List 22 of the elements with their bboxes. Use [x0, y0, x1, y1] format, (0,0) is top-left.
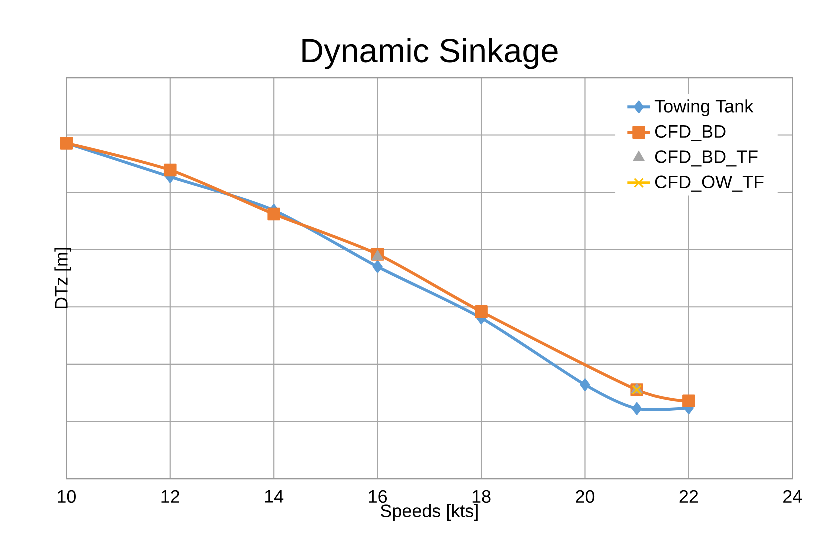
point: [372, 260, 383, 274]
chart-title: Dynamic Sinkage: [302, 38, 558, 70]
x-tick-label: 12: [162, 490, 180, 503]
legend-label: Towing Tank: [654, 100, 754, 116]
point: [682, 394, 696, 408]
x-tick-label: 14: [265, 490, 284, 503]
point: [580, 378, 590, 392]
legend-label: CFD_BD_TF: [655, 150, 758, 167]
x-tick-label: 18: [472, 490, 491, 504]
point: [475, 305, 488, 318]
point: [268, 208, 280, 221]
x-tick-label: 22: [680, 490, 698, 503]
x-tick-label: 24: [784, 490, 802, 503]
x-tick-label: 16: [369, 490, 388, 504]
point: [632, 402, 642, 416]
y-axis-title: DTz [m]: [54, 248, 72, 308]
x-tick-label: 20: [576, 490, 595, 504]
point: [164, 164, 177, 177]
x-tick-label: 10: [58, 490, 76, 504]
legend-label: CFD_OW_TF: [655, 176, 764, 192]
legend-label: CFD_BD: [655, 125, 726, 142]
x-axis-title: Speeds [kts]: [380, 504, 478, 522]
